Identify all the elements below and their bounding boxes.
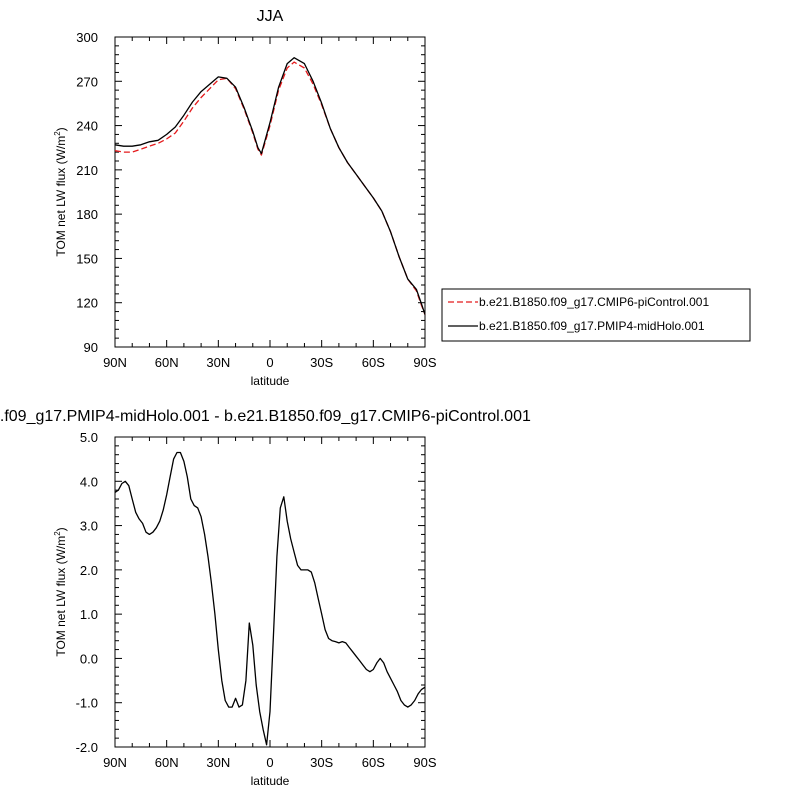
- plot-frame: [114, 36, 426, 348]
- x-tick-label: 0: [266, 755, 273, 770]
- x-tick-label: 60S: [362, 755, 385, 770]
- y-tick-label: 90: [84, 340, 98, 355]
- y-axis-label-main: TOM net LW flux (W/m: [54, 136, 68, 257]
- y-tick-label: 240: [76, 119, 98, 134]
- y-tick-label: 3.0: [80, 519, 98, 534]
- y-tick-label: 4.0: [80, 474, 98, 489]
- x-tick-label: 90S: [413, 755, 436, 770]
- x-tick-label: 90S: [413, 355, 436, 370]
- y-tick-label: 270: [76, 74, 98, 89]
- plot-title: b.e21.B1850.f09_g17.PMIP4-midHolo.001 - …: [0, 408, 531, 425]
- series-line-2: [114, 57, 426, 315]
- y-tick-label: 300: [76, 30, 98, 45]
- y-axis-label-end: ): [54, 527, 68, 531]
- y-axis-label: TOM net LW flux (W/m2): [53, 127, 68, 256]
- x-tick-label: 30S: [310, 355, 333, 370]
- y-tick-label: 5.0: [80, 430, 98, 445]
- y-tick-label: -2.0: [76, 740, 98, 755]
- x-tick-label: 0: [266, 355, 273, 370]
- y-tick-label: 150: [76, 251, 98, 266]
- legend-label-2: b.e21.B1850.f09_g17.PMIP4-midHolo.001: [479, 319, 705, 333]
- y-axis-label-end: ): [54, 127, 68, 131]
- x-tick-label: 60N: [155, 755, 179, 770]
- x-tick-label: 30N: [206, 355, 230, 370]
- plot-panel-2: b.e21.B1850.f09_g17.PMIP4-midHolo.001 - …: [0, 408, 531, 788]
- y-tick-label: 0.0: [80, 651, 98, 666]
- y-tick-label: 1.0: [80, 607, 98, 622]
- y-tick-label: -1.0: [76, 696, 98, 711]
- x-axis-label: latitude: [251, 774, 290, 788]
- x-tick-label: 90N: [103, 755, 127, 770]
- y-axis-label: TOM net LW flux (W/m2): [53, 527, 68, 656]
- y-tick-label: 120: [76, 296, 98, 311]
- y-tick-label: 2.0: [80, 563, 98, 578]
- x-tick-label: 30N: [206, 755, 230, 770]
- x-axis-label: latitude: [251, 374, 290, 388]
- x-tick-label: 90N: [103, 355, 127, 370]
- legend: b.e21.B1850.f09_g17.CMIP6-piControl.001b…: [441, 288, 751, 342]
- y-axis-label-superscript: 2: [53, 131, 62, 136]
- plot-panel-1: JJA 90N 60N 30N 0 30S 60S 90S 90 120 150 180 210 240 2…: [53, 8, 751, 388]
- y-axis-label-superscript: 2: [53, 531, 62, 536]
- y-tick-label: 180: [76, 207, 98, 222]
- legend-box: [441, 288, 751, 342]
- x-tick-label: 30S: [310, 755, 333, 770]
- x-tick-label: 60N: [155, 355, 179, 370]
- plot-title: JJA: [257, 8, 284, 25]
- y-tick-label: 210: [76, 163, 98, 178]
- y-axis-label-main: TOM net LW flux (W/m: [54, 536, 68, 657]
- x-tick-label: 60S: [362, 355, 385, 370]
- series-line-1: [114, 61, 426, 315]
- series-line-1: [114, 451, 426, 746]
- legend-label-1: b.e21.B1850.f09_g17.CMIP6-piControl.001: [479, 295, 709, 309]
